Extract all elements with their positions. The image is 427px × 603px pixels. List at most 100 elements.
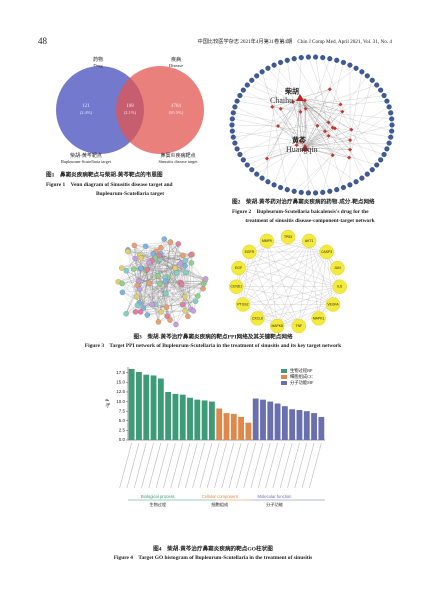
- drug-cn: 药物: [93, 56, 103, 63]
- protein-node: [173, 321, 179, 328]
- bar: [194, 399, 201, 440]
- bar: [318, 416, 325, 440]
- y-tick-label: 10.0: [116, 399, 125, 404]
- legend-swatch: [281, 375, 287, 379]
- legend-label: 分子功能MF: [290, 379, 314, 386]
- key-node: [311, 311, 326, 326]
- edge: [242, 240, 267, 305]
- node-label: EGF: [235, 266, 242, 270]
- edge: [304, 147, 333, 156]
- component-node: [326, 133, 331, 138]
- edge: [322, 57, 341, 105]
- edge: [251, 145, 297, 170]
- caption: 图4 柴胡-黄芩治疗鼻窦炎疾病的靶点GO柱状图: [153, 544, 273, 552]
- target-node: [237, 151, 243, 158]
- caption: 图3 柴胡-黄芩治疗鼻窦炎疾病的靶点PPI网络及其关键靶点网络: [133, 332, 293, 340]
- y-tick-label: 5.0: [119, 418, 126, 423]
- edge: [299, 97, 351, 141]
- edge: [277, 125, 357, 182]
- target-node: [229, 128, 235, 134]
- protein-node: [180, 252, 186, 259]
- category-label-placeholder: [163, 442, 176, 489]
- protein-node: [202, 276, 209, 282]
- edge: [155, 272, 187, 305]
- edge: [122, 268, 134, 293]
- edge: [299, 97, 343, 112]
- edge: [165, 281, 176, 325]
- key-node: [250, 311, 265, 326]
- edge: [136, 275, 159, 297]
- network-figure: [229, 54, 395, 196]
- key-node: [229, 279, 244, 294]
- node-label: AKT1: [305, 239, 314, 243]
- protein-node: [200, 285, 206, 292]
- target-node: [259, 69, 265, 75]
- protein-node: [144, 267, 150, 273]
- category-label-placeholder: [228, 442, 242, 489]
- component-node: [327, 87, 332, 92]
- target-node: [278, 59, 284, 66]
- edge: [329, 60, 337, 90]
- target-node: [249, 77, 255, 83]
- edge: [272, 106, 288, 190]
- target-node: [232, 104, 238, 110]
- component-node: [348, 147, 353, 152]
- edge: [127, 251, 148, 270]
- node-label: CCND1: [230, 285, 242, 289]
- bar: [128, 368, 135, 440]
- node-label: CXCL8: [252, 316, 263, 320]
- key-node: [319, 244, 334, 260]
- component-node: [298, 109, 303, 114]
- edge: [170, 241, 192, 255]
- edge: [165, 293, 186, 311]
- category-label-placeholder: [265, 442, 278, 489]
- edge: [139, 254, 186, 261]
- component-node: [294, 143, 299, 148]
- bar: [150, 375, 157, 440]
- edge: [280, 95, 385, 109]
- legend-label: 细胞组成CC: [290, 373, 313, 380]
- edge: [296, 142, 390, 146]
- edge: [262, 71, 273, 107]
- left-label-cn: 柴胡-黄芩靶点: [70, 152, 102, 159]
- group-label: 分子功能: [266, 501, 284, 508]
- protein-node: [131, 242, 138, 249]
- edge: [139, 283, 150, 304]
- left-pct: (2.4%): [80, 110, 93, 115]
- edge: [169, 268, 176, 321]
- protein-node: [131, 266, 137, 272]
- edge: [145, 243, 179, 247]
- bar: [136, 371, 142, 440]
- protein-node: [146, 259, 152, 266]
- edge: [304, 125, 318, 149]
- target-node: [384, 146, 390, 152]
- edge: [287, 60, 294, 102]
- component-node: [276, 124, 281, 129]
- edge: [138, 243, 179, 282]
- right-count: 4784: [171, 104, 182, 109]
- component-node: [347, 155, 352, 160]
- edge: [300, 58, 330, 142]
- edge: [180, 263, 188, 317]
- edge: [332, 112, 391, 156]
- edge: [304, 111, 343, 149]
- protein-node: [161, 236, 167, 242]
- target-node: [291, 56, 297, 62]
- bar: [143, 374, 150, 440]
- edge: [138, 281, 161, 312]
- y-tick-label: 0.0: [119, 437, 126, 442]
- protein-node: [134, 302, 141, 309]
- edge: [134, 245, 150, 284]
- category-label-placeholder: [199, 442, 213, 489]
- edge: [118, 254, 193, 282]
- edge: [231, 124, 279, 127]
- key-node: [231, 260, 246, 276]
- edge: [141, 257, 183, 305]
- edge: [309, 240, 340, 287]
- bar: [157, 378, 164, 440]
- key-node: [330, 260, 345, 276]
- target-node: [389, 128, 395, 134]
- edge: [351, 106, 390, 130]
- y-tick-label: 17.5: [116, 370, 125, 375]
